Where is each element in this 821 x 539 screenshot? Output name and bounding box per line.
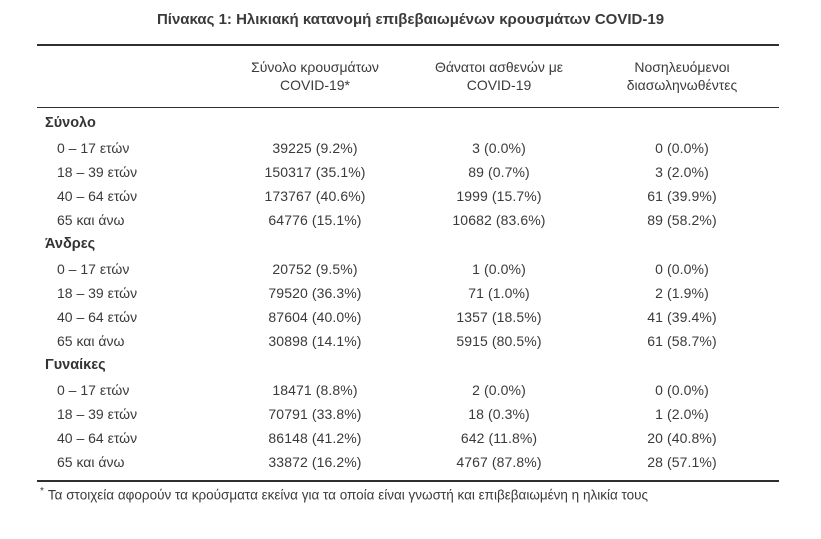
cases-cell: 87604 (40.0%) [268,309,362,325]
table-row: 65 και άνω 64776 (15.1%) 10682 (83.6%) 8… [37,208,779,232]
age-label: 18 – 39 ετών [57,164,138,180]
deaths-cell: 1 (0.0%) [472,261,526,277]
age-label: 0 – 17 ετών [57,382,130,398]
age-label: 65 και άνω [57,212,125,228]
age-label: 40 – 64 ετών [57,309,138,325]
intubated-cell: 1 (2.0%) [655,406,709,422]
table-row: 0 – 17 ετών 39225 (9.2%) 3 (0.0%) 0 (0.0… [37,136,779,160]
column-header-cases: Σύνολο κρουσμάτων COVID-19* [217,58,413,94]
table-header-row: Σύνολο κρουσμάτων COVID-19* Θάνατοι ασθε… [37,44,779,108]
cases-cell: 30898 (14.1%) [268,333,362,349]
table-row: 18 – 39 ετών 150317 (35.1%) 89 (0.7%) 3 … [37,160,779,184]
table-row: 40 – 64 ετών 86148 (41.2%) 642 (11.8%) 2… [37,426,779,450]
table-row: 18 – 39 ετών 79520 (36.3%) 71 (1.0%) 2 (… [37,281,779,305]
deaths-cell: 642 (11.8%) [460,430,538,446]
table-body: Σύνολο 0 – 17 ετών 39225 (9.2%) 3 (0.0%)… [37,108,779,482]
intubated-cell: 3 (2.0%) [655,164,709,180]
intubated-cell: 41 (39.4%) [647,309,717,325]
deaths-cell: 89 (0.7%) [468,164,530,180]
cases-cell: 18471 (8.8%) [272,382,358,398]
age-label: 40 – 64 ετών [57,430,138,446]
intubated-cell: 28 (57.1%) [647,454,717,470]
column-header-intubated-line1: Νοσηλευόμενοι [634,59,730,75]
cases-cell: 20752 (9.5%) [272,261,358,277]
group-label-women: Γυναίκες [45,357,106,373]
row-label-column-header [37,58,217,94]
table-row: 18 – 39 ετών 70791 (33.8%) 18 (0.3%) 1 (… [37,402,779,426]
page-title: Πίνακας 1: Ηλικιακή κατανομή επιβεβαιωμέ… [156,11,665,28]
deaths-cell: 4767 (87.8%) [456,454,542,470]
deaths-cell: 3 (0.0%) [472,140,526,156]
cases-cell: 33872 (16.2%) [268,454,362,470]
age-label: 0 – 17 ετών [57,261,130,277]
column-header-cases-line2: COVID-19* [279,77,351,93]
footnote-marker: * [40,486,44,497]
footnote-text: Τα στοιχεία αφορούν τα κρούσματα εκείνα … [47,487,649,503]
table-row: 65 και άνω 30898 (14.1%) 5915 (80.5%) 61… [37,329,779,353]
deaths-cell: 18 (0.3%) [468,406,530,422]
intubated-cell: 0 (0.0%) [655,382,709,398]
cases-cell: 70791 (33.8%) [268,406,362,422]
deaths-cell: 71 (1.0%) [468,285,530,301]
deaths-cell: 1357 (18.5%) [456,309,542,325]
column-header-intubated: Νοσηλευόμενοι διασωληνωθέντες [585,58,779,94]
deaths-cell: 10682 (83.6%) [452,212,546,228]
table-row: 65 και άνω 33872 (16.2%) 4767 (87.8%) 28… [37,450,779,474]
column-header-deaths: Θάνατοι ασθενών με COVID-19 [413,58,585,94]
cases-cell: 64776 (15.1%) [268,212,362,228]
intubated-cell: 0 (0.0%) [655,261,709,277]
footnote: * Τα στοιχεία αφορούν τα κρούσματα εκείνα… [40,486,821,503]
cases-cell: 39225 (9.2%) [272,140,358,156]
covid-age-table: Σύνολο κρουσμάτων COVID-19* Θάνατοι ασθε… [37,44,779,482]
column-header-intubated-line2: διασωληνωθέντες [626,77,738,93]
table-row: 40 – 64 ετών 173767 (40.6%) 1999 (15.7%)… [37,184,779,208]
age-label: 65 και άνω [57,333,125,349]
group-label-men: Άνδρες [45,236,96,252]
age-label: 18 – 39 ετών [57,406,138,422]
table-row: 0 – 17 ετών 20752 (9.5%) 1 (0.0%) 0 (0.0… [37,257,779,281]
intubated-cell: 0 (0.0%) [655,140,709,156]
intubated-cell: 89 (58.2%) [647,212,717,228]
age-label: 18 – 39 ετών [57,285,138,301]
deaths-cell: 5915 (80.5%) [456,333,542,349]
cases-cell: 86148 (41.2%) [268,430,362,446]
age-label: 40 – 64 ετών [57,188,138,204]
deaths-cell: 2 (0.0%) [472,382,526,398]
intubated-cell: 61 (58.7%) [647,333,717,349]
column-header-deaths-line1: Θάνατοι ασθενών με [434,59,564,75]
cases-cell: 79520 (36.3%) [268,285,362,301]
age-label: 65 και άνω [57,454,125,470]
deaths-cell: 1999 (15.7%) [456,188,542,204]
table-row: 0 – 17 ετών 18471 (8.8%) 2 (0.0%) 0 (0.0… [37,378,779,402]
column-header-cases-line1: Σύνολο κρουσμάτων [251,59,379,75]
age-label: 0 – 17 ετών [57,140,130,156]
cases-cell: 173767 (40.6%) [264,188,366,204]
column-header-deaths-line2: COVID-19 [466,77,532,93]
intubated-cell: 2 (1.9%) [655,285,709,301]
intubated-cell: 61 (39.9%) [647,188,717,204]
group-label-total: Σύνολο [45,115,96,131]
table-row: 40 – 64 ετών 87604 (40.0%) 1357 (18.5%) … [37,305,779,329]
intubated-cell: 20 (40.8%) [647,430,717,446]
cases-cell: 150317 (35.1%) [264,164,366,180]
